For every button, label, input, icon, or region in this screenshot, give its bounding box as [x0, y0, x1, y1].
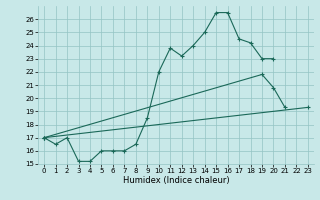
X-axis label: Humidex (Indice chaleur): Humidex (Indice chaleur) — [123, 176, 229, 185]
